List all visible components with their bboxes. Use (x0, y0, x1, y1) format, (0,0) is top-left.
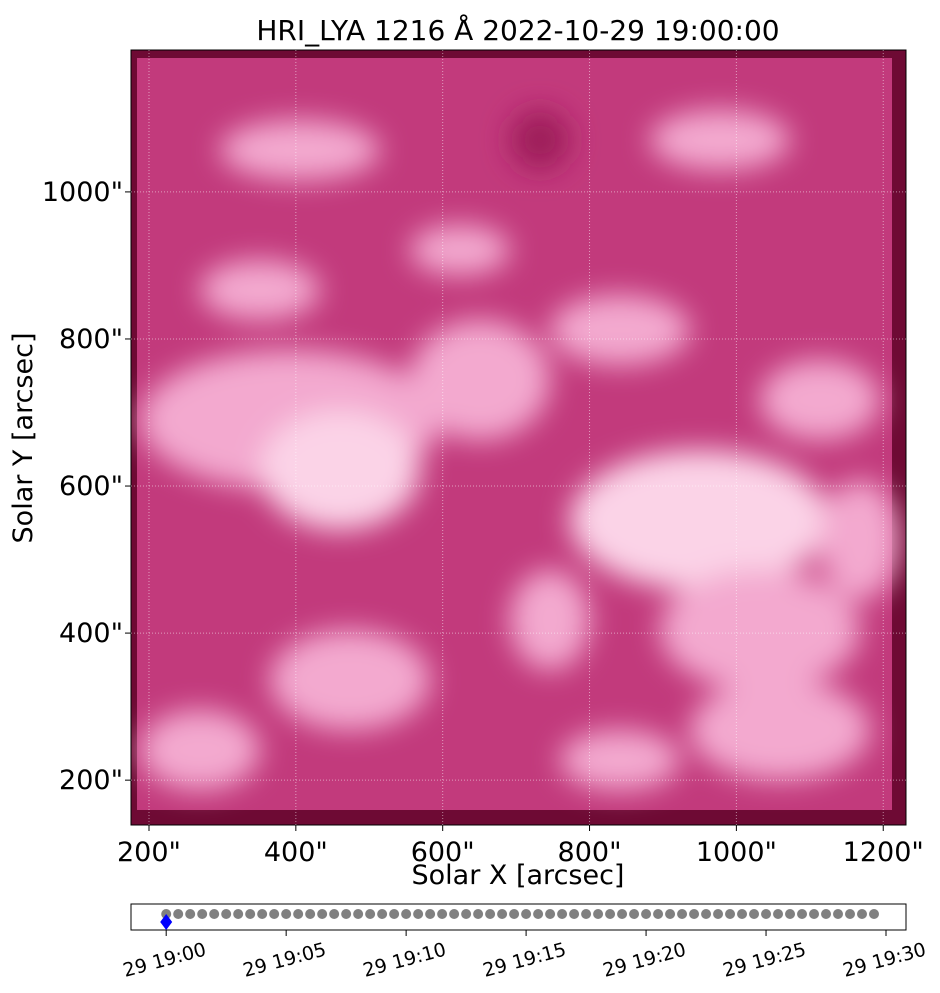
frame-marker (641, 909, 652, 919)
frame-marker (305, 909, 316, 919)
frame-marker (377, 909, 388, 919)
frame-marker (293, 909, 304, 919)
x-tick-label: 400" (264, 837, 328, 868)
frame-marker (269, 909, 280, 919)
frame-marker (221, 909, 232, 919)
frame-marker (809, 909, 820, 919)
frame-marker (821, 909, 832, 919)
x-tick-label: 29 19:25 (721, 939, 809, 982)
frame-marker (521, 909, 532, 919)
frame-marker (785, 909, 796, 919)
frame-marker (713, 909, 724, 919)
x-tick-label: 200" (117, 837, 181, 868)
frame-marker (185, 909, 196, 919)
frame-marker (629, 909, 640, 919)
frame-marker (653, 909, 664, 919)
frame-marker (473, 909, 484, 919)
x-tick-label: 29 19:30 (841, 939, 929, 982)
x-axis-label: Solar X [arcsec] (412, 860, 625, 891)
frame-marker (845, 909, 856, 919)
frame-marker (437, 909, 448, 919)
frame-marker (797, 909, 808, 919)
y-axis-label: Solar Y [arcsec] (8, 333, 39, 544)
y-tick-label: 600" (59, 471, 123, 502)
x-tick-label: 29 19:05 (241, 939, 329, 982)
frame-marker (737, 909, 748, 919)
y-tick-label: 200" (59, 765, 123, 796)
frame-marker (617, 909, 628, 919)
x-tick-label: 29 19:20 (601, 939, 689, 982)
frame-marker (461, 909, 472, 919)
x-tick-label: 600" (411, 837, 475, 868)
frame-marker (449, 909, 460, 919)
frame-marker (773, 909, 784, 919)
x-tick-label: 29 19:00 (121, 939, 209, 982)
frame-marker (353, 909, 364, 919)
y-tick-label: 1000" (42, 177, 123, 208)
x-tick-label: 800" (558, 837, 622, 868)
frame-marker (701, 909, 712, 919)
y-tick-label: 400" (59, 618, 123, 649)
frame-marker (545, 909, 556, 919)
frame-marker (581, 909, 592, 919)
frame-marker (497, 909, 508, 919)
frame-marker (281, 909, 292, 919)
frame-marker (329, 909, 340, 919)
frame-marker (317, 909, 328, 919)
frame-marker (365, 909, 376, 919)
chart-title: HRI_LYA 1216 Å 2022-10-29 19:00:00 (256, 13, 779, 47)
frame-marker (245, 909, 256, 919)
x-tick-label: 1200" (843, 837, 924, 868)
frame-marker (605, 909, 616, 919)
frame-marker (725, 909, 736, 919)
frame-marker (557, 909, 568, 919)
frame-marker (749, 909, 760, 919)
frame-marker (857, 909, 868, 919)
frame-marker (341, 909, 352, 919)
frame-marker (833, 909, 844, 919)
frame-marker (533, 909, 544, 919)
frame-marker (689, 909, 700, 919)
x-tick-label: 1000" (696, 837, 777, 868)
frame-marker (257, 909, 268, 919)
frame-marker (509, 909, 520, 919)
plot-frame (130, 49, 907, 826)
y-tick-label: 800" (59, 324, 123, 355)
frame-marker (569, 909, 580, 919)
frame-marker (197, 909, 208, 919)
x-tick-label: 29 19:10 (361, 939, 449, 982)
frame-marker (401, 909, 412, 919)
frame-marker (425, 909, 436, 919)
frame-marker (761, 909, 772, 919)
timeline-frame (130, 903, 907, 931)
frame-marker (677, 909, 688, 919)
frame-marker (665, 909, 676, 919)
frame-marker (869, 909, 880, 919)
frame-marker (485, 909, 496, 919)
solar-image (131, 50, 906, 825)
frame-marker (233, 909, 244, 919)
current-frame-marker (160, 914, 173, 930)
frame-marker (389, 909, 400, 919)
x-tick-label: 29 19:15 (481, 939, 569, 982)
frame-marker (173, 909, 184, 919)
frame-marker (413, 909, 424, 919)
frame-marker (593, 909, 604, 919)
frame-marker (209, 909, 220, 919)
